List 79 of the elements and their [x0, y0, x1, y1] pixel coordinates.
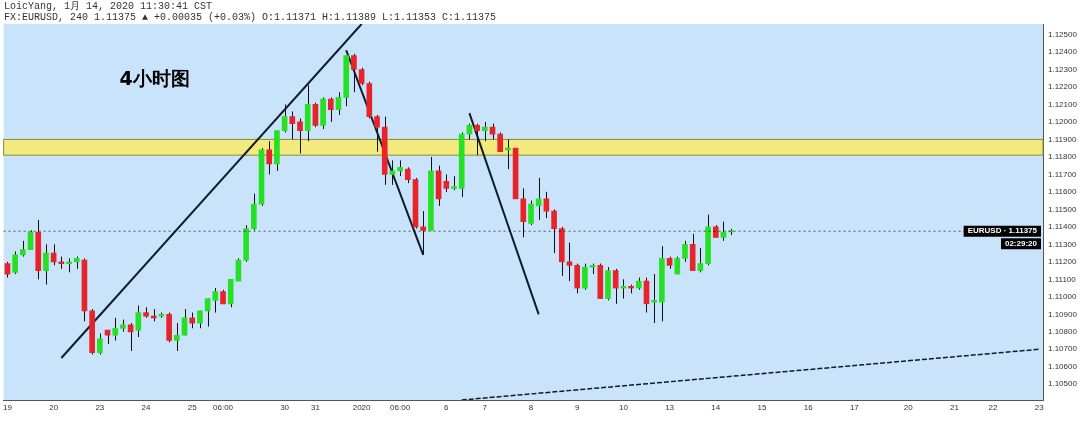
candlestick: [12, 250, 18, 275]
y-tick-label: 1.12300: [1048, 64, 1078, 74]
candlestick: [97, 333, 103, 356]
y-tick-label: 1.12000: [1048, 117, 1078, 127]
y-tick-label: 1.12100: [1048, 99, 1078, 109]
y-tick-label: 1.11800: [1048, 152, 1077, 162]
x-tick-label: 21: [950, 403, 960, 412]
candlestick: [374, 114, 380, 153]
x-tick-label: 15: [757, 403, 767, 412]
x-tick-label: 16: [803, 403, 814, 412]
candlestick: [474, 123, 480, 156]
x-tick-label: 31: [310, 403, 321, 412]
x-tick-label: 06:00: [213, 403, 234, 412]
x-tick-label: 25: [187, 403, 198, 412]
annotation: 02:29:20: [1004, 238, 1038, 248]
candlestick: [697, 247, 704, 273]
candlestick: [351, 53, 357, 93]
x-tick-label: 30: [280, 403, 290, 412]
candlestick: [497, 131, 504, 153]
candlestick: [127, 322, 134, 352]
candlestick: [720, 221, 727, 242]
candlestick: [181, 308, 188, 336]
text: LoicYang, 1月 14, 2020 11:30:41 CST: [4, 0, 213, 12]
y-tick-label: 1.11000: [1048, 292, 1077, 302]
y-tick-label: 1.10800: [1048, 327, 1078, 336]
candlestick: [682, 240, 688, 263]
y-tick-label: 1.10500: [1048, 379, 1078, 389]
candlestick: [212, 287, 219, 314]
candlestick: [481, 121, 488, 142]
x-tick-label: 22: [988, 403, 998, 412]
y-tick-label: 1.11300: [1048, 239, 1077, 249]
x-tick-label: 10: [618, 403, 629, 412]
candlestick: [582, 263, 588, 291]
x-tick-label: 6: [444, 403, 450, 412]
candlestick: [612, 268, 619, 305]
x-tick-label: 24: [141, 403, 152, 412]
candlestick: [297, 117, 303, 154]
candlestick: [327, 96, 334, 123]
x-tick-label: 20: [49, 403, 59, 412]
x-tick-label: 20: [903, 403, 914, 412]
y-tick-label: 1.11100: [1048, 274, 1077, 284]
candlestick: [551, 208, 557, 254]
x-tick-label: 19: [3, 403, 13, 412]
y-tick-label: 1.12500: [1048, 29, 1078, 39]
y-tick-label: 1.10700: [1048, 344, 1078, 354]
y-tick-label: 1.10900: [1048, 309, 1078, 319]
candlestick: [289, 110, 296, 140]
y-tick-label: 1.11200: [1048, 257, 1077, 267]
y-tick-label: 1.12400: [1048, 47, 1078, 57]
candlestick: [112, 317, 119, 342]
candlestick: [528, 200, 534, 226]
candlestick: [574, 263, 581, 294]
y-tick-label: 1.11900: [1048, 134, 1077, 144]
chart-subtitle: FX:EURUSD, 240 1.11375 ▲ +0.00035 (+0.03%) O:1.11371 H:1.11389 L:1.11353 C:1.11375: [4, 11, 497, 23]
x-tick-label: 06:00: [390, 403, 411, 412]
x-tick-label: 23: [1034, 403, 1045, 412]
y-tick-label: 1.12200: [1048, 82, 1078, 92]
x-tick-label: 14: [711, 403, 721, 412]
x-tick-label: 2020: [352, 403, 372, 412]
y-tick-label: 1.10600: [1048, 361, 1078, 371]
y-tick-label: 1.11700: [1048, 169, 1077, 179]
candlestick: [174, 322, 180, 352]
y-tick-label: 1.11500: [1048, 204, 1077, 214]
ref-line-label: EURUSD · 1.11375: [967, 226, 1038, 236]
candlestick: [266, 140, 273, 175]
candlestick: [43, 243, 49, 286]
x-tick-label: 8: [528, 403, 534, 412]
candlestick: [281, 103, 288, 133]
candlestick: [535, 177, 542, 221]
x-tick-label: 9: [574, 403, 580, 412]
y-tick-label: 1.11600: [1048, 187, 1077, 197]
candlestick: [420, 210, 427, 256]
x-tick-label: 13: [665, 403, 675, 412]
x-tick-label: 23: [95, 403, 105, 412]
text: 4小时图: [119, 66, 190, 89]
y-tick-label: 1.11400: [1048, 222, 1077, 232]
x-tick-label: 7: [482, 403, 488, 412]
x-tick-label: 17: [849, 403, 860, 412]
candlestick: [520, 187, 527, 238]
